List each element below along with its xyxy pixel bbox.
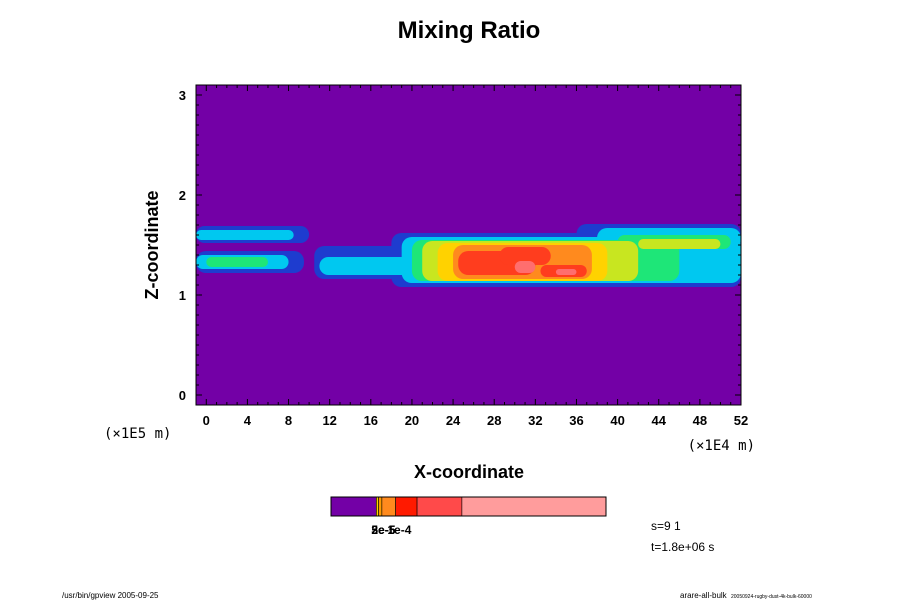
y-tick-label-1: 1 [179,288,186,303]
x-tick-label-52: 52 [734,413,748,428]
colorbar-label-3: 5e-5 [371,523,395,537]
heatmap-cell-layer7-region3 [499,247,551,265]
x-tick-label-40: 40 [610,413,624,428]
step-label: s=9 1 [651,519,681,533]
colorbar-frame [330,496,607,517]
colorbar-label-2: 3e-5 [371,523,395,537]
heatmap-cell-layer2-region1 [196,230,294,240]
x-tick-label-12: 12 [322,413,336,428]
heatmap-cell-layer8-region2 [555,269,577,275]
y-axis-label: Z-coordinate [142,190,162,299]
x-tick-label-48: 48 [693,413,707,428]
y-tick-label-3: 3 [179,88,186,103]
plot-frame [195,84,742,406]
footer-run-id: 20050924-rugby-dust-4k-bulk-60000 [731,594,812,600]
colorbar-label-main: 1e-4 [387,523,411,537]
chart-title: Mixing Ratio [398,17,541,44]
footer-run-name: arare-all-bulk [680,591,728,600]
colorbar-segment-3 [378,496,383,517]
heatmap-cell-layer8-region1 [514,261,536,273]
x-tick-label-4: 4 [244,413,252,428]
colorbar-segment-4 [381,496,396,517]
y-tick-label-2: 2 [179,188,186,203]
x-tick-label-16: 16 [364,413,378,428]
x-tick-label-44: 44 [652,413,667,428]
y-axis-unit: (×1E5 m) [104,426,171,442]
x-tick-label-36: 36 [569,413,583,428]
x-tick-label-20: 20 [405,413,419,428]
colorbar-segment-2 [376,496,379,517]
time-label: t=1.8e+06 s [651,540,714,554]
colorbar [330,496,607,517]
heatmap-cell-layer4-region2 [638,239,721,249]
heatmap-cell-layer2-region6 [699,253,741,273]
x-tick-label-28: 28 [487,413,501,428]
x-tick-label-0: 0 [203,413,210,428]
colorbar-segment-7 [461,496,607,517]
x-axis-unit: (×1E4 m) [688,438,755,454]
x-axis-label: X-coordinate [414,462,524,482]
heatmap-layers [196,224,741,287]
colorbar-labels: 2e-53e-55e-51e-4 [371,523,411,537]
x-tick-label-32: 32 [528,413,542,428]
x-tick-label-24: 24 [446,413,461,428]
colorbar-label-1: 2e-5 [371,523,395,537]
colorbar-segment-5 [395,496,418,517]
x-tick-label-8: 8 [285,413,292,428]
heatmap-cell-layer2-region3 [319,257,412,275]
y-tick-label-0: 0 [179,388,186,403]
colorbar-segment-1 [330,496,377,517]
colorbar-segment-6 [416,496,463,517]
heatmap-cell-layer3-region1 [206,257,268,267]
footer-command: /usr/bin/gpview 2005-09-25 [62,591,159,600]
